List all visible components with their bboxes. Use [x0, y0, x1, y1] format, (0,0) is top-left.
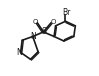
- Text: O: O: [32, 19, 38, 25]
- Text: O: O: [51, 19, 56, 25]
- Text: N: N: [17, 48, 22, 57]
- Text: N: N: [31, 32, 36, 41]
- Text: S: S: [41, 27, 46, 36]
- Text: Br: Br: [62, 8, 70, 17]
